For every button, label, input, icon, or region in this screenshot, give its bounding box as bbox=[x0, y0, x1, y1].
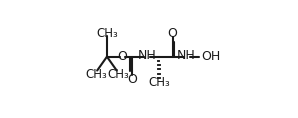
Text: NH: NH bbox=[177, 49, 196, 62]
Text: CH₃: CH₃ bbox=[107, 68, 129, 81]
Text: NH: NH bbox=[138, 49, 157, 62]
Text: CH₃: CH₃ bbox=[96, 27, 118, 40]
Text: O: O bbox=[118, 50, 128, 63]
Text: CH₃: CH₃ bbox=[148, 76, 170, 89]
Text: O: O bbox=[127, 73, 137, 86]
Text: CH₃: CH₃ bbox=[85, 68, 107, 81]
Text: OH: OH bbox=[201, 50, 220, 63]
Text: O: O bbox=[168, 27, 178, 40]
